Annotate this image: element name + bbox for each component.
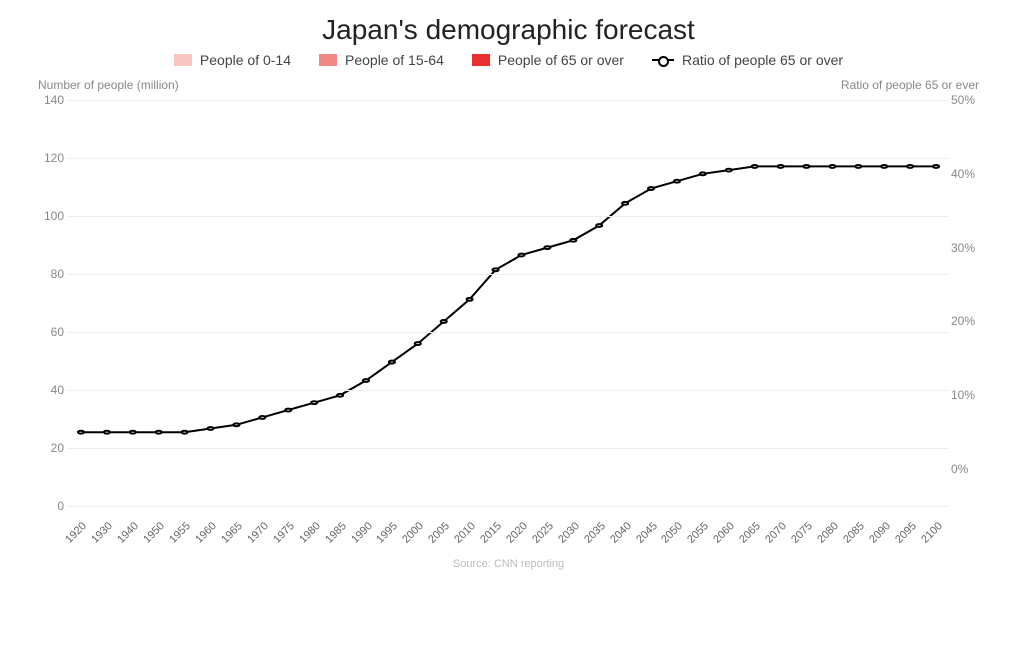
x-label: 2075	[789, 520, 815, 546]
y-right-tick: 20%	[951, 314, 985, 328]
x-label: 2010	[452, 520, 478, 546]
legend-label: Ratio of people 65 or over	[682, 52, 843, 68]
y-left-tick: 120	[34, 151, 64, 165]
x-label: 1970	[245, 520, 271, 546]
x-label: 2095	[893, 520, 919, 546]
x-label: 1955	[167, 520, 193, 546]
x-label: 2085	[841, 520, 867, 546]
y-left-tick: 60	[34, 325, 64, 339]
y-right-tick: 50%	[951, 93, 985, 107]
x-label: 1995	[375, 520, 401, 546]
gridline	[68, 216, 949, 217]
x-label: 2015	[478, 520, 504, 546]
line-swatch	[652, 59, 674, 61]
y-right-tick: 0%	[951, 462, 985, 476]
y-left-tick: 80	[34, 267, 64, 281]
x-label: 1965	[219, 520, 245, 546]
x-label: 1950	[141, 520, 167, 546]
legend-label: People of 0-14	[200, 52, 291, 68]
x-label: 1975	[271, 520, 297, 546]
plot-area: 1920193019401950195519601965197019751980…	[68, 100, 949, 506]
y-left-tick: 100	[34, 209, 64, 223]
gridline	[68, 274, 949, 275]
legend-label: People of 65 or over	[498, 52, 624, 68]
x-label: 2100	[919, 520, 945, 546]
legend-item-line: Ratio of people 65 or over	[652, 52, 843, 68]
y-left-tick: 0	[34, 499, 64, 513]
gridline	[68, 332, 949, 333]
gridline	[68, 100, 949, 101]
x-label: 1940	[115, 520, 141, 546]
gridline	[68, 390, 949, 391]
x-label: 1980	[297, 520, 323, 546]
left-axis-title: Number of people (million)	[38, 78, 179, 92]
legend-label: People of 15-64	[345, 52, 444, 68]
y-left-tick: 140	[34, 93, 64, 107]
x-label: 2020	[504, 520, 530, 546]
x-label: 2050	[660, 520, 686, 546]
y-right-tick: 40%	[951, 167, 985, 181]
legend-item-a: People of 0-14	[174, 52, 291, 68]
y-right-tick: 10%	[951, 388, 985, 402]
x-label: 2000	[400, 520, 426, 546]
y-left-tick: 20	[34, 441, 64, 455]
gridline	[68, 158, 949, 159]
x-label: 2065	[737, 520, 763, 546]
chart-area: 1920193019401950195519601965197019751980…	[30, 96, 987, 556]
swatch-a	[174, 54, 192, 66]
x-label: 2055	[686, 520, 712, 546]
x-label: 2030	[556, 520, 582, 546]
right-axis-title: Ratio of people 65 or ever	[841, 78, 979, 92]
x-label: 2090	[867, 520, 893, 546]
x-label: 1985	[323, 520, 349, 546]
x-label: 2005	[426, 520, 452, 546]
x-label: 1960	[193, 520, 219, 546]
gridline	[68, 448, 949, 449]
source-text: Source: CNN reporting	[30, 558, 987, 570]
x-label: 2070	[763, 520, 789, 546]
gridline	[68, 506, 949, 507]
swatch-c	[472, 54, 490, 66]
x-label: 1990	[349, 520, 375, 546]
legend-item-c: People of 65 or over	[472, 52, 624, 68]
x-label: 2045	[634, 520, 660, 546]
x-label: 2035	[582, 520, 608, 546]
x-label: 2060	[711, 520, 737, 546]
legend-item-b: People of 15-64	[319, 52, 444, 68]
x-label: 1930	[90, 520, 116, 546]
x-label: 2080	[815, 520, 841, 546]
y-left-tick: 40	[34, 383, 64, 397]
swatch-b	[319, 54, 337, 66]
x-label: 1920	[64, 520, 90, 546]
chart-title: Japan's demographic forecast	[30, 14, 987, 46]
x-label: 2025	[530, 520, 556, 546]
legend: People of 0-14 People of 15-64 People of 6…	[30, 52, 987, 68]
bars-container	[68, 100, 949, 506]
y-right-tick: 30%	[951, 241, 985, 255]
x-label: 2040	[608, 520, 634, 546]
